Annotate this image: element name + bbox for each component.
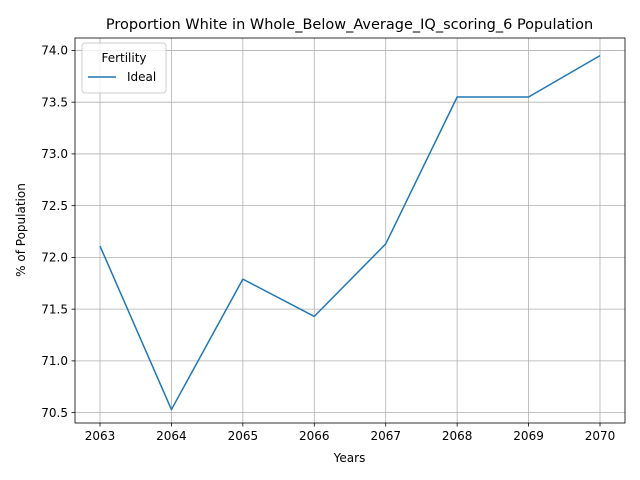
x-tick-label: 2065	[228, 429, 259, 443]
y-tick-label: 73.5	[41, 95, 68, 109]
x-tick-label: 2067	[370, 429, 401, 443]
y-tick-label: 74.0	[41, 44, 68, 58]
y-tick-label: 71.5	[41, 302, 68, 316]
y-axis-label: % of Population	[14, 183, 28, 277]
legend-label-ideal: Ideal	[127, 70, 156, 84]
x-tick-label: 2064	[156, 429, 187, 443]
x-tick-label: 2068	[442, 429, 473, 443]
x-tick-label: 2070	[585, 429, 616, 443]
grid-lines	[75, 38, 625, 423]
y-tick-label: 71.0	[41, 354, 68, 368]
x-axis-ticks: 2063 2064 2065 2066 2067 2068 2069 2070	[85, 423, 616, 443]
plot-frame	[74, 37, 626, 424]
x-axis-label: Years	[333, 451, 366, 465]
x-tick-label: 2069	[513, 429, 544, 443]
chart-title: Proportion White in Whole_Below_Average_…	[106, 17, 593, 33]
y-axis-ticks: 70.5 71.0 71.5 72.0 72.5 73.0 73.5 74.0	[41, 44, 75, 420]
legend-title: Fertility	[101, 51, 146, 65]
y-tick-label: 72.0	[41, 251, 68, 265]
x-tick-label: 2063	[85, 429, 116, 443]
y-tick-label: 72.5	[41, 199, 68, 213]
legend-box	[81, 42, 167, 94]
x-tick-label: 2066	[299, 429, 330, 443]
y-tick-label: 73.0	[41, 147, 68, 161]
y-tick-label: 70.5	[41, 406, 68, 420]
series-layer	[99, 54, 601, 411]
legend: Fertility Ideal	[81, 42, 167, 94]
series-line-ideal	[99, 54, 601, 411]
